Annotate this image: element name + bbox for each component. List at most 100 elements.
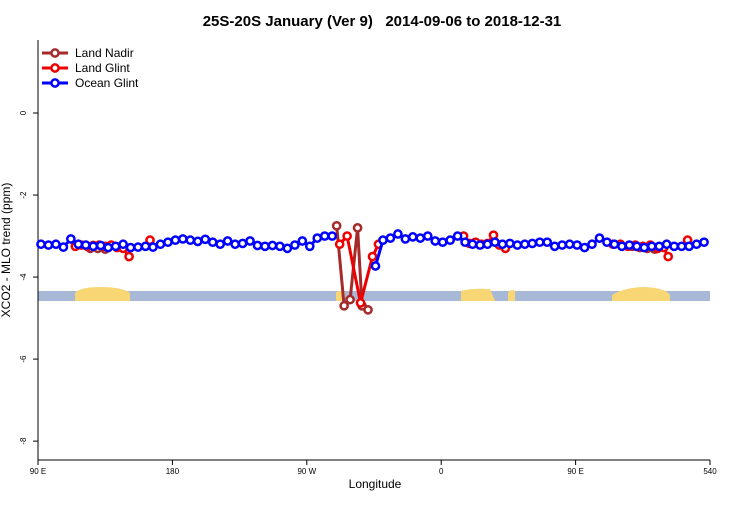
data-point <box>345 294 355 305</box>
data-point <box>602 237 612 248</box>
data-point <box>267 240 278 251</box>
data-point <box>363 305 373 315</box>
data-point <box>148 242 158 252</box>
data-point <box>467 239 478 250</box>
data-point <box>95 240 106 251</box>
data-point <box>669 241 680 252</box>
y-axis-label: XCO2 - MLO trend (ppm) <box>0 183 13 318</box>
y-tick-label: 0 <box>19 110 28 115</box>
data-point <box>422 231 433 241</box>
data-point <box>339 300 349 311</box>
data-point <box>646 241 657 252</box>
data-point <box>140 241 151 252</box>
x-tick-label: 180 <box>166 467 180 476</box>
legend-marker <box>50 48 60 58</box>
data-point <box>178 234 188 244</box>
legend-label: Land Glint <box>75 61 130 75</box>
data-point <box>407 232 418 242</box>
data-point <box>400 234 411 244</box>
data-point <box>331 220 342 231</box>
data-point <box>676 241 687 252</box>
data-point <box>564 239 575 250</box>
data-point <box>110 241 121 252</box>
chart-title: 25S-20S January (Ver 9) 2014-09-06 to 20… <box>203 13 562 30</box>
data-point <box>594 233 605 243</box>
data-point <box>342 231 352 241</box>
data-point <box>609 239 620 250</box>
data-point <box>290 240 300 250</box>
data-point <box>385 233 396 243</box>
data-point <box>534 237 545 248</box>
data-point <box>103 242 114 253</box>
data-point <box>170 235 181 246</box>
data-point <box>579 242 590 253</box>
data-point <box>58 242 69 252</box>
data-point <box>661 239 672 250</box>
data-point <box>378 235 388 246</box>
x-tick-label: 540 <box>703 467 717 476</box>
data-point <box>452 231 463 241</box>
data-point <box>43 240 54 250</box>
data-point <box>51 239 61 250</box>
data-point <box>312 233 323 243</box>
data-point <box>639 242 650 253</box>
data-point <box>699 237 709 248</box>
legend-label: Land Nadir <box>75 46 134 60</box>
data-point <box>572 240 582 250</box>
data-point <box>684 241 694 252</box>
data-point <box>370 261 381 271</box>
data-point <box>192 236 203 247</box>
data-point <box>36 239 46 250</box>
data-point <box>207 237 218 248</box>
data-point <box>557 240 568 250</box>
data-point <box>430 236 441 246</box>
data-point <box>445 235 456 246</box>
data-point <box>691 239 702 250</box>
x-tick-label: 90 W <box>297 467 316 476</box>
data-point <box>617 241 627 252</box>
data-point <box>549 241 560 252</box>
data-point <box>80 240 91 250</box>
legend-marker <box>50 63 60 73</box>
data-point <box>527 238 538 249</box>
land-band <box>461 288 495 301</box>
data-point <box>222 236 233 246</box>
data-point <box>334 239 345 250</box>
data-point <box>475 240 485 250</box>
data-point <box>124 251 134 262</box>
data-point <box>624 240 635 250</box>
legend-label: Ocean Glint <box>75 76 139 90</box>
data-point <box>304 241 315 252</box>
data-point <box>275 241 285 252</box>
data-point <box>155 239 166 250</box>
x-tick-label: 90 E <box>567 467 583 476</box>
land-band <box>508 289 515 301</box>
data-point <box>663 251 674 262</box>
data-point <box>519 239 530 250</box>
data-point <box>66 234 76 244</box>
data-point <box>460 237 470 248</box>
land-band <box>75 287 130 301</box>
data-point <box>163 237 173 248</box>
data-point <box>125 242 136 253</box>
data-point <box>237 238 248 249</box>
data-point <box>367 251 378 262</box>
data-point <box>352 223 363 233</box>
data-point <box>654 241 665 252</box>
y-tick-label: -2 <box>19 191 28 199</box>
data-point <box>73 239 84 250</box>
data-point <box>327 231 338 241</box>
data-point <box>437 237 448 248</box>
data-point <box>319 231 330 241</box>
data-point <box>482 239 493 250</box>
x-axis-label: Longitude <box>349 477 402 491</box>
data-point <box>415 233 426 243</box>
y-tick-label: -4 <box>19 273 28 281</box>
y-tick-label: -6 <box>19 355 28 363</box>
data-point <box>297 236 308 246</box>
data-point <box>118 239 128 250</box>
land-band <box>612 287 670 301</box>
legend-marker <box>50 78 60 88</box>
